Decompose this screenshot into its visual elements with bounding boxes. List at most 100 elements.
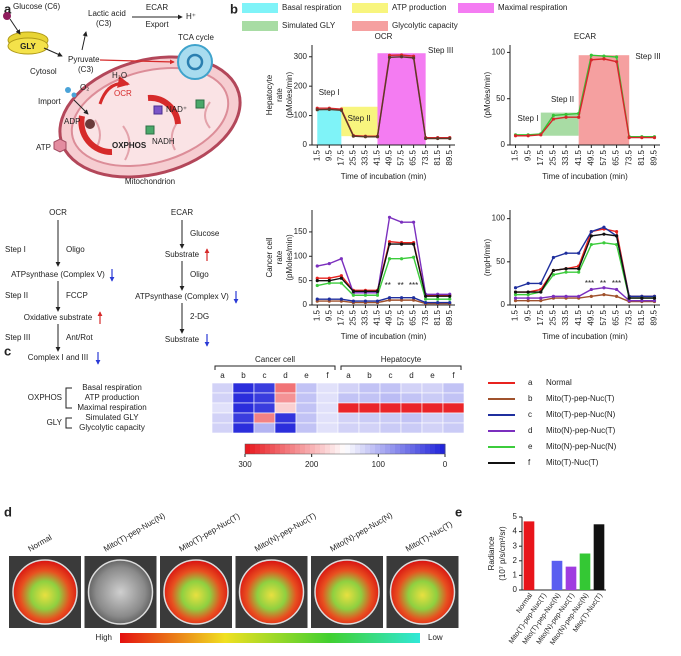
data-point — [436, 136, 440, 141]
data-point — [363, 289, 368, 293]
x-tick-label: 65.5 — [409, 309, 418, 325]
legend-label: Glycolytic capacity — [392, 21, 458, 30]
legend-swatch — [352, 3, 388, 13]
flow-text: 2-DG — [190, 312, 209, 321]
label: OXPHOS — [112, 141, 147, 150]
data-point — [589, 294, 593, 298]
legend-swatch — [352, 21, 388, 31]
data-point — [640, 299, 644, 303]
heat-cell — [253, 392, 276, 404]
data-point — [315, 283, 319, 288]
data-point — [539, 133, 543, 137]
series-line — [515, 233, 655, 299]
flow-text: Glucose — [190, 229, 220, 238]
colorbar-step — [280, 444, 286, 454]
data-point — [387, 215, 392, 219]
annotation: ** — [600, 279, 606, 288]
x-tick-label: 41.5 — [373, 149, 382, 165]
data-point — [387, 257, 392, 261]
x-tick-label: 73.5 — [624, 309, 633, 325]
label: Cytosol — [30, 67, 57, 76]
data-point — [351, 289, 355, 293]
region — [377, 53, 426, 146]
data-point — [602, 293, 606, 297]
label: Export — [145, 20, 169, 29]
x-tick-label: 25.5 — [549, 309, 558, 325]
data-point — [627, 299, 631, 303]
annotation: *** — [409, 281, 418, 290]
heat-cell — [421, 422, 444, 434]
legend-label: Simulated GLY — [282, 21, 336, 30]
x-tick-label: 41.5 — [373, 309, 382, 325]
y-tick-label: 3 — [513, 541, 518, 550]
heat-cell — [232, 392, 255, 404]
data-point — [589, 58, 593, 62]
data-point — [387, 242, 392, 246]
data-point — [539, 290, 543, 294]
heat-cell — [421, 402, 444, 414]
x-tick-label: 17.5 — [336, 149, 345, 165]
data-point — [399, 55, 404, 59]
x-tick-label: 9.5 — [324, 149, 333, 161]
colorbar-label: 200 — [305, 460, 319, 469]
data-point — [339, 297, 343, 301]
heat-cell — [295, 392, 318, 404]
data-point — [375, 293, 380, 297]
y-axis-label: (10⁷ p/s/cm²/sr) — [498, 526, 507, 581]
flow-text: Step I — [5, 245, 26, 254]
flow-text: Complex I and III — [28, 353, 88, 362]
heat-cell — [400, 412, 423, 424]
data-point — [652, 299, 657, 303]
plate-label: Mito(T)-pep-Nuc(N) — [102, 511, 167, 554]
colorbar-step — [310, 444, 316, 454]
label: Lactic acid — [88, 9, 126, 18]
row-bracket — [65, 417, 72, 429]
data-point — [327, 279, 331, 283]
heat-cell — [274, 402, 297, 414]
legend-letter: d — [528, 426, 532, 435]
x-tick-label: 25.5 — [349, 309, 358, 325]
heat-cell — [337, 412, 360, 424]
series-line — [515, 293, 655, 303]
column-label: b — [241, 371, 246, 380]
heat-cell — [421, 412, 444, 424]
row-label: Simulated GLY — [85, 413, 139, 422]
heat-cell — [253, 412, 276, 424]
data-point — [363, 293, 368, 297]
colorbar-label: 0 — [443, 460, 448, 469]
y-axis-label: Cancer cell — [265, 237, 274, 277]
y-tick-label: 0 — [513, 585, 518, 594]
data-point — [339, 257, 343, 261]
colorbar-label: 100 — [372, 460, 386, 469]
colorbar-step — [410, 444, 416, 454]
legend-letter: a — [528, 378, 533, 387]
data-point — [351, 293, 355, 297]
colorbar-step — [260, 444, 266, 454]
column-label: d — [409, 371, 413, 380]
data-point — [551, 268, 556, 273]
colorbar-step — [385, 444, 391, 454]
y-tick-label: 100 — [492, 214, 506, 223]
data-point — [412, 296, 416, 300]
data-point — [577, 270, 581, 274]
heat-cell — [316, 392, 339, 404]
colorbar-step — [285, 444, 291, 454]
row-label: ATP production — [85, 393, 139, 402]
colorbar-step — [295, 444, 301, 454]
data-point — [564, 294, 568, 298]
data-point — [513, 293, 518, 297]
x-tick-label: 65.5 — [612, 309, 621, 325]
colorbar-step — [435, 444, 441, 454]
plate-label: Mito(N)-pep-Nuc(T) — [253, 511, 318, 554]
data-point — [399, 298, 404, 302]
heat-cell — [358, 422, 381, 434]
y-tick-label: 50 — [496, 257, 505, 266]
annotation: Step III — [428, 46, 453, 55]
bar — [565, 566, 577, 590]
heat-cell — [379, 382, 402, 394]
group-label: Cancer cell — [255, 355, 295, 364]
panel-label: d — [4, 504, 12, 519]
x-tick-label: 25.5 — [549, 149, 558, 165]
x-tick-label: 33.5 — [361, 309, 370, 325]
